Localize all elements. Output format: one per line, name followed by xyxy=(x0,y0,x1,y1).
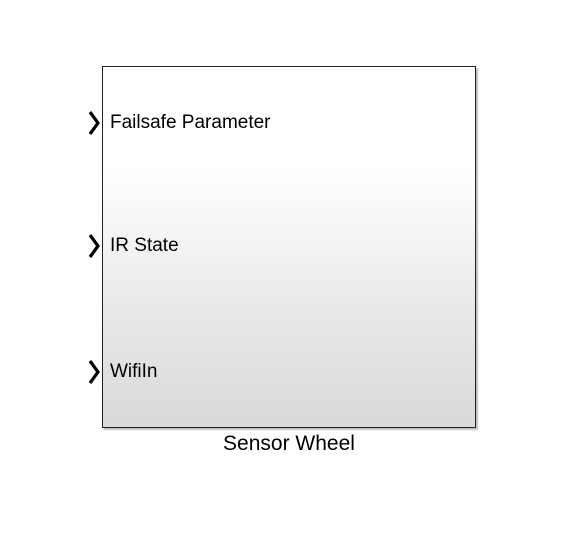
chevron-right-icon[interactable] xyxy=(87,233,101,259)
block-name-label[interactable]: Sensor Wheel xyxy=(223,432,355,455)
input-port-label: WifiIn xyxy=(110,361,158,382)
chevron-right-icon[interactable] xyxy=(87,110,101,136)
input-port-label: Failsafe Parameter xyxy=(110,112,271,133)
chevron-right-icon[interactable] xyxy=(87,359,101,385)
input-port-label: IR State xyxy=(110,235,179,256)
subsystem-block[interactable]: Failsafe Parameter IR State WifiIn xyxy=(88,66,476,428)
